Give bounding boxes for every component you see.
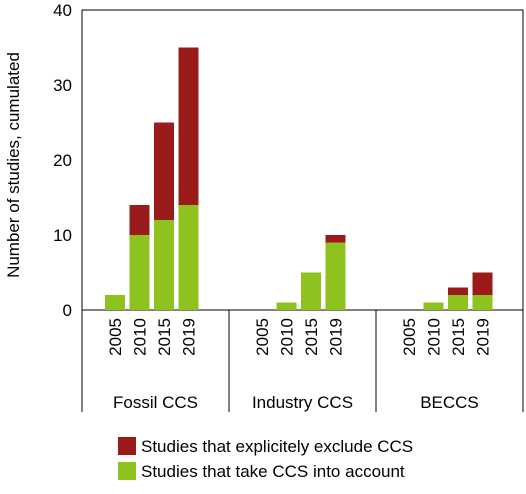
bar-take-ccs-into-account [301, 272, 321, 310]
legend-swatch [118, 437, 136, 455]
bar-take-ccs-into-account [129, 235, 150, 310]
x-tick-label-year: 2015 [155, 318, 174, 356]
x-tick-label-year: 2019 [474, 318, 493, 356]
bar-take-ccs-into-account [448, 295, 468, 310]
chart-bars [105, 47, 493, 310]
bar-explicitly-exclude-ccs [472, 272, 493, 295]
x-tick-label-year: 2019 [327, 318, 346, 356]
bar-take-ccs-into-account [423, 302, 444, 310]
group-label: Fossil CCS [113, 393, 198, 412]
x-tick-label-year: 2005 [253, 318, 272, 356]
x-tick-label-year: 2010 [278, 318, 297, 356]
legend-swatch [118, 462, 136, 480]
bar-explicitly-exclude-ccs [154, 122, 174, 220]
bar-take-ccs-into-account [472, 295, 493, 310]
legend-label: Studies that explicitely exclude CCS [141, 437, 413, 456]
bar-take-ccs-into-account [276, 302, 297, 310]
bar-take-ccs-into-account [154, 220, 174, 310]
chart-legend: Studies that explicitely exclude CCS Stud… [118, 437, 413, 481]
bar-take-ccs-into-account [178, 205, 199, 310]
bar-explicitly-exclude-ccs [129, 205, 150, 235]
bar-take-ccs-into-account [105, 295, 125, 310]
x-tick-label-year: 2015 [302, 318, 321, 356]
x-tick-label-year: 2019 [180, 318, 199, 356]
y-tick-label: 20 [53, 151, 72, 170]
group-label: BECCS [420, 393, 479, 412]
bar-explicitly-exclude-ccs [448, 287, 468, 295]
bar-explicitly-exclude-ccs [178, 47, 199, 205]
bar-take-ccs-into-account [325, 242, 346, 310]
x-tick-label-year: 2005 [400, 318, 419, 356]
x-tick-label-year: 2015 [449, 318, 468, 356]
y-axis-label: Number of studies, cumulated [4, 52, 23, 278]
legend-label: Studies that take CCS into account [141, 462, 405, 481]
y-tick-label: 40 [53, 1, 72, 20]
x-tick-label-year: 2010 [131, 318, 150, 356]
y-tick-label: 30 [53, 76, 72, 95]
x-tick-label-year: 2005 [106, 318, 125, 356]
bar-explicitly-exclude-ccs [325, 235, 346, 243]
x-tick-label-year: 2010 [425, 318, 444, 356]
y-tick-label: 0 [63, 301, 72, 320]
group-label: Industry CCS [252, 393, 353, 412]
y-tick-label: 10 [53, 226, 72, 245]
